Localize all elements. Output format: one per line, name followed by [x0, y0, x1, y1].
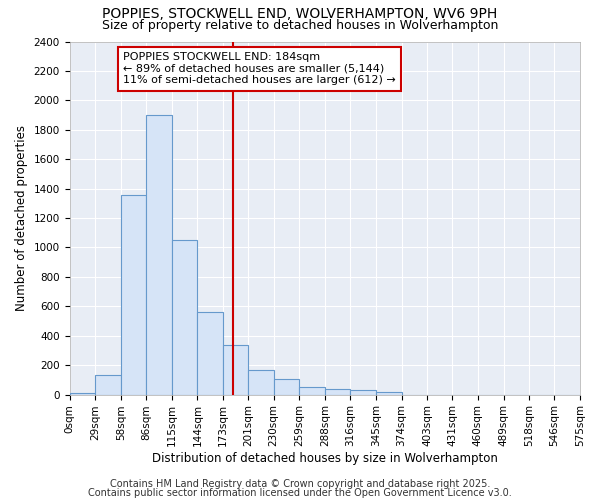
Bar: [223, 344, 248, 395]
Bar: [197, 312, 223, 394]
Bar: [146, 115, 172, 394]
Bar: [248, 370, 274, 394]
Bar: [172, 240, 197, 394]
Bar: [121, 194, 146, 394]
Bar: [350, 390, 376, 394]
Bar: [274, 379, 299, 394]
Text: POPPIES, STOCKWELL END, WOLVERHAMPTON, WV6 9PH: POPPIES, STOCKWELL END, WOLVERHAMPTON, W…: [103, 8, 497, 22]
Bar: [325, 390, 350, 394]
Bar: [299, 386, 325, 394]
Text: Contains public sector information licensed under the Open Government Licence v3: Contains public sector information licen…: [88, 488, 512, 498]
Bar: [95, 376, 121, 394]
Bar: [376, 392, 401, 394]
Y-axis label: Number of detached properties: Number of detached properties: [15, 125, 28, 311]
Text: Size of property relative to detached houses in Wolverhampton: Size of property relative to detached ho…: [102, 19, 498, 32]
Bar: [70, 393, 95, 394]
Text: Contains HM Land Registry data © Crown copyright and database right 2025.: Contains HM Land Registry data © Crown c…: [110, 479, 490, 489]
Text: POPPIES STOCKWELL END: 184sqm
← 89% of detached houses are smaller (5,144)
11% o: POPPIES STOCKWELL END: 184sqm ← 89% of d…: [123, 52, 396, 86]
X-axis label: Distribution of detached houses by size in Wolverhampton: Distribution of detached houses by size …: [152, 452, 498, 465]
